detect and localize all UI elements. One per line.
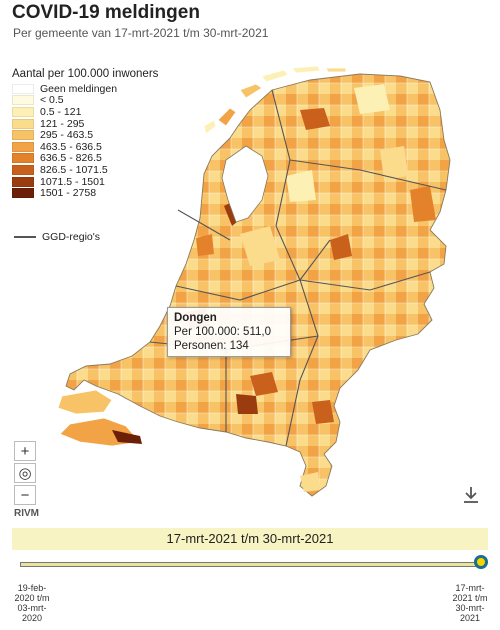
legend-item: 636.5 - 826.5: [12, 152, 158, 165]
legend-swatch: [12, 95, 34, 106]
legend-swatch: [12, 83, 34, 94]
legend-item: < 0.5: [12, 94, 158, 107]
legend-item: Geen meldingen: [12, 83, 158, 95]
page-title: COVID-19 meldingen: [12, 2, 200, 23]
page-subtitle: Per gemeente van 17-mrt-2021 t/m 30-mrt-…: [13, 26, 269, 40]
ggd-border: [289, 159, 447, 191]
timeline-handle[interactable]: [474, 555, 488, 569]
legend-item: 1501 - 2758: [12, 187, 158, 199]
legend-swatch: [12, 188, 34, 199]
zeeland-island: [57, 389, 113, 415]
wadden-island: [239, 83, 263, 99]
zoom-controls: + ◎ −: [14, 441, 36, 507]
mainland: [65, 73, 451, 497]
legend-swatch: [12, 153, 34, 164]
ggd-line-swatch: [14, 236, 36, 238]
period-label: 17-mrt-2021 t/m 30-mrt-2021: [12, 528, 488, 550]
map-tooltip: Dongen Per 100.000: 511,0 Personen: 134: [167, 307, 291, 357]
ggd-border: [177, 209, 231, 241]
tooltip-municipality: Dongen: [174, 312, 217, 324]
timeline-start-label: 19-feb- 2020 t/m 03-mrt- 2020: [14, 583, 50, 623]
attribution: RIVM: [14, 508, 39, 519]
legend-label: Geen meldingen: [40, 82, 118, 95]
timeline-track[interactable]: [20, 562, 482, 567]
legend-swatch: [12, 176, 34, 187]
tooltip-rate: Per 100.000: 511,0: [174, 326, 271, 338]
wadden-island: [261, 69, 289, 83]
legend-item: 826.5 - 1071.5: [12, 164, 158, 176]
legend-item: 0.5 - 121: [12, 106, 158, 118]
legend-swatch: [12, 141, 34, 152]
download-icon[interactable]: [460, 484, 482, 506]
legend-item: 1071.5 - 1501: [12, 176, 158, 188]
timeline-end-label: 17-mrt- 2021 t/m 30-mrt- 2021: [452, 583, 488, 623]
ijsselmeer: [221, 145, 269, 223]
legend-label: 636.5 - 826.5: [40, 152, 102, 165]
legend-swatch: [12, 164, 34, 175]
legend-swatch: [12, 118, 34, 129]
legend-item: 121 - 295: [12, 118, 158, 130]
zoom-out-button[interactable]: −: [14, 485, 36, 505]
ggd-border: [175, 279, 301, 301]
legend-item: 295 - 463.5: [12, 129, 158, 141]
ggd-legend-label: GGD-regio's: [42, 231, 101, 243]
wadden-island: [217, 107, 237, 127]
ggd-border: [299, 271, 431, 291]
netherlands-map[interactable]: [0, 50, 500, 520]
legend-label: < 0.5: [40, 94, 64, 107]
ggd-border: [299, 239, 331, 281]
zoom-in-button[interactable]: +: [14, 441, 36, 461]
legend-label: 1071.5 - 1501: [40, 175, 105, 188]
legend-label: 295 - 463.5: [40, 129, 94, 142]
legend-item: 463.5 - 636.5: [12, 141, 158, 153]
legend-label: 0.5 - 121: [40, 105, 82, 118]
legend: Aantal per 100.000 inwoners Geen melding…: [12, 68, 158, 199]
wadden-island: [291, 65, 321, 74]
legend-label: 826.5 - 1071.5: [40, 163, 108, 176]
wadden-island: [203, 119, 217, 135]
legend-title: Aantal per 100.000 inwoners: [12, 68, 159, 80]
legend-label: 463.5 - 636.5: [40, 140, 102, 153]
timeline-slider[interactable]: [12, 552, 488, 574]
reset-view-button[interactable]: ◎: [14, 463, 36, 483]
legend-swatch: [12, 130, 34, 141]
legend-swatch: [12, 106, 34, 117]
wadden-island: [325, 67, 347, 73]
legend-label: 121 - 295: [40, 117, 85, 130]
tooltip-persons: Personen: 134: [174, 340, 249, 352]
legend-label: 1501 - 2758: [40, 187, 97, 200]
ggd-legend-item: GGD-regio's: [14, 231, 100, 243]
